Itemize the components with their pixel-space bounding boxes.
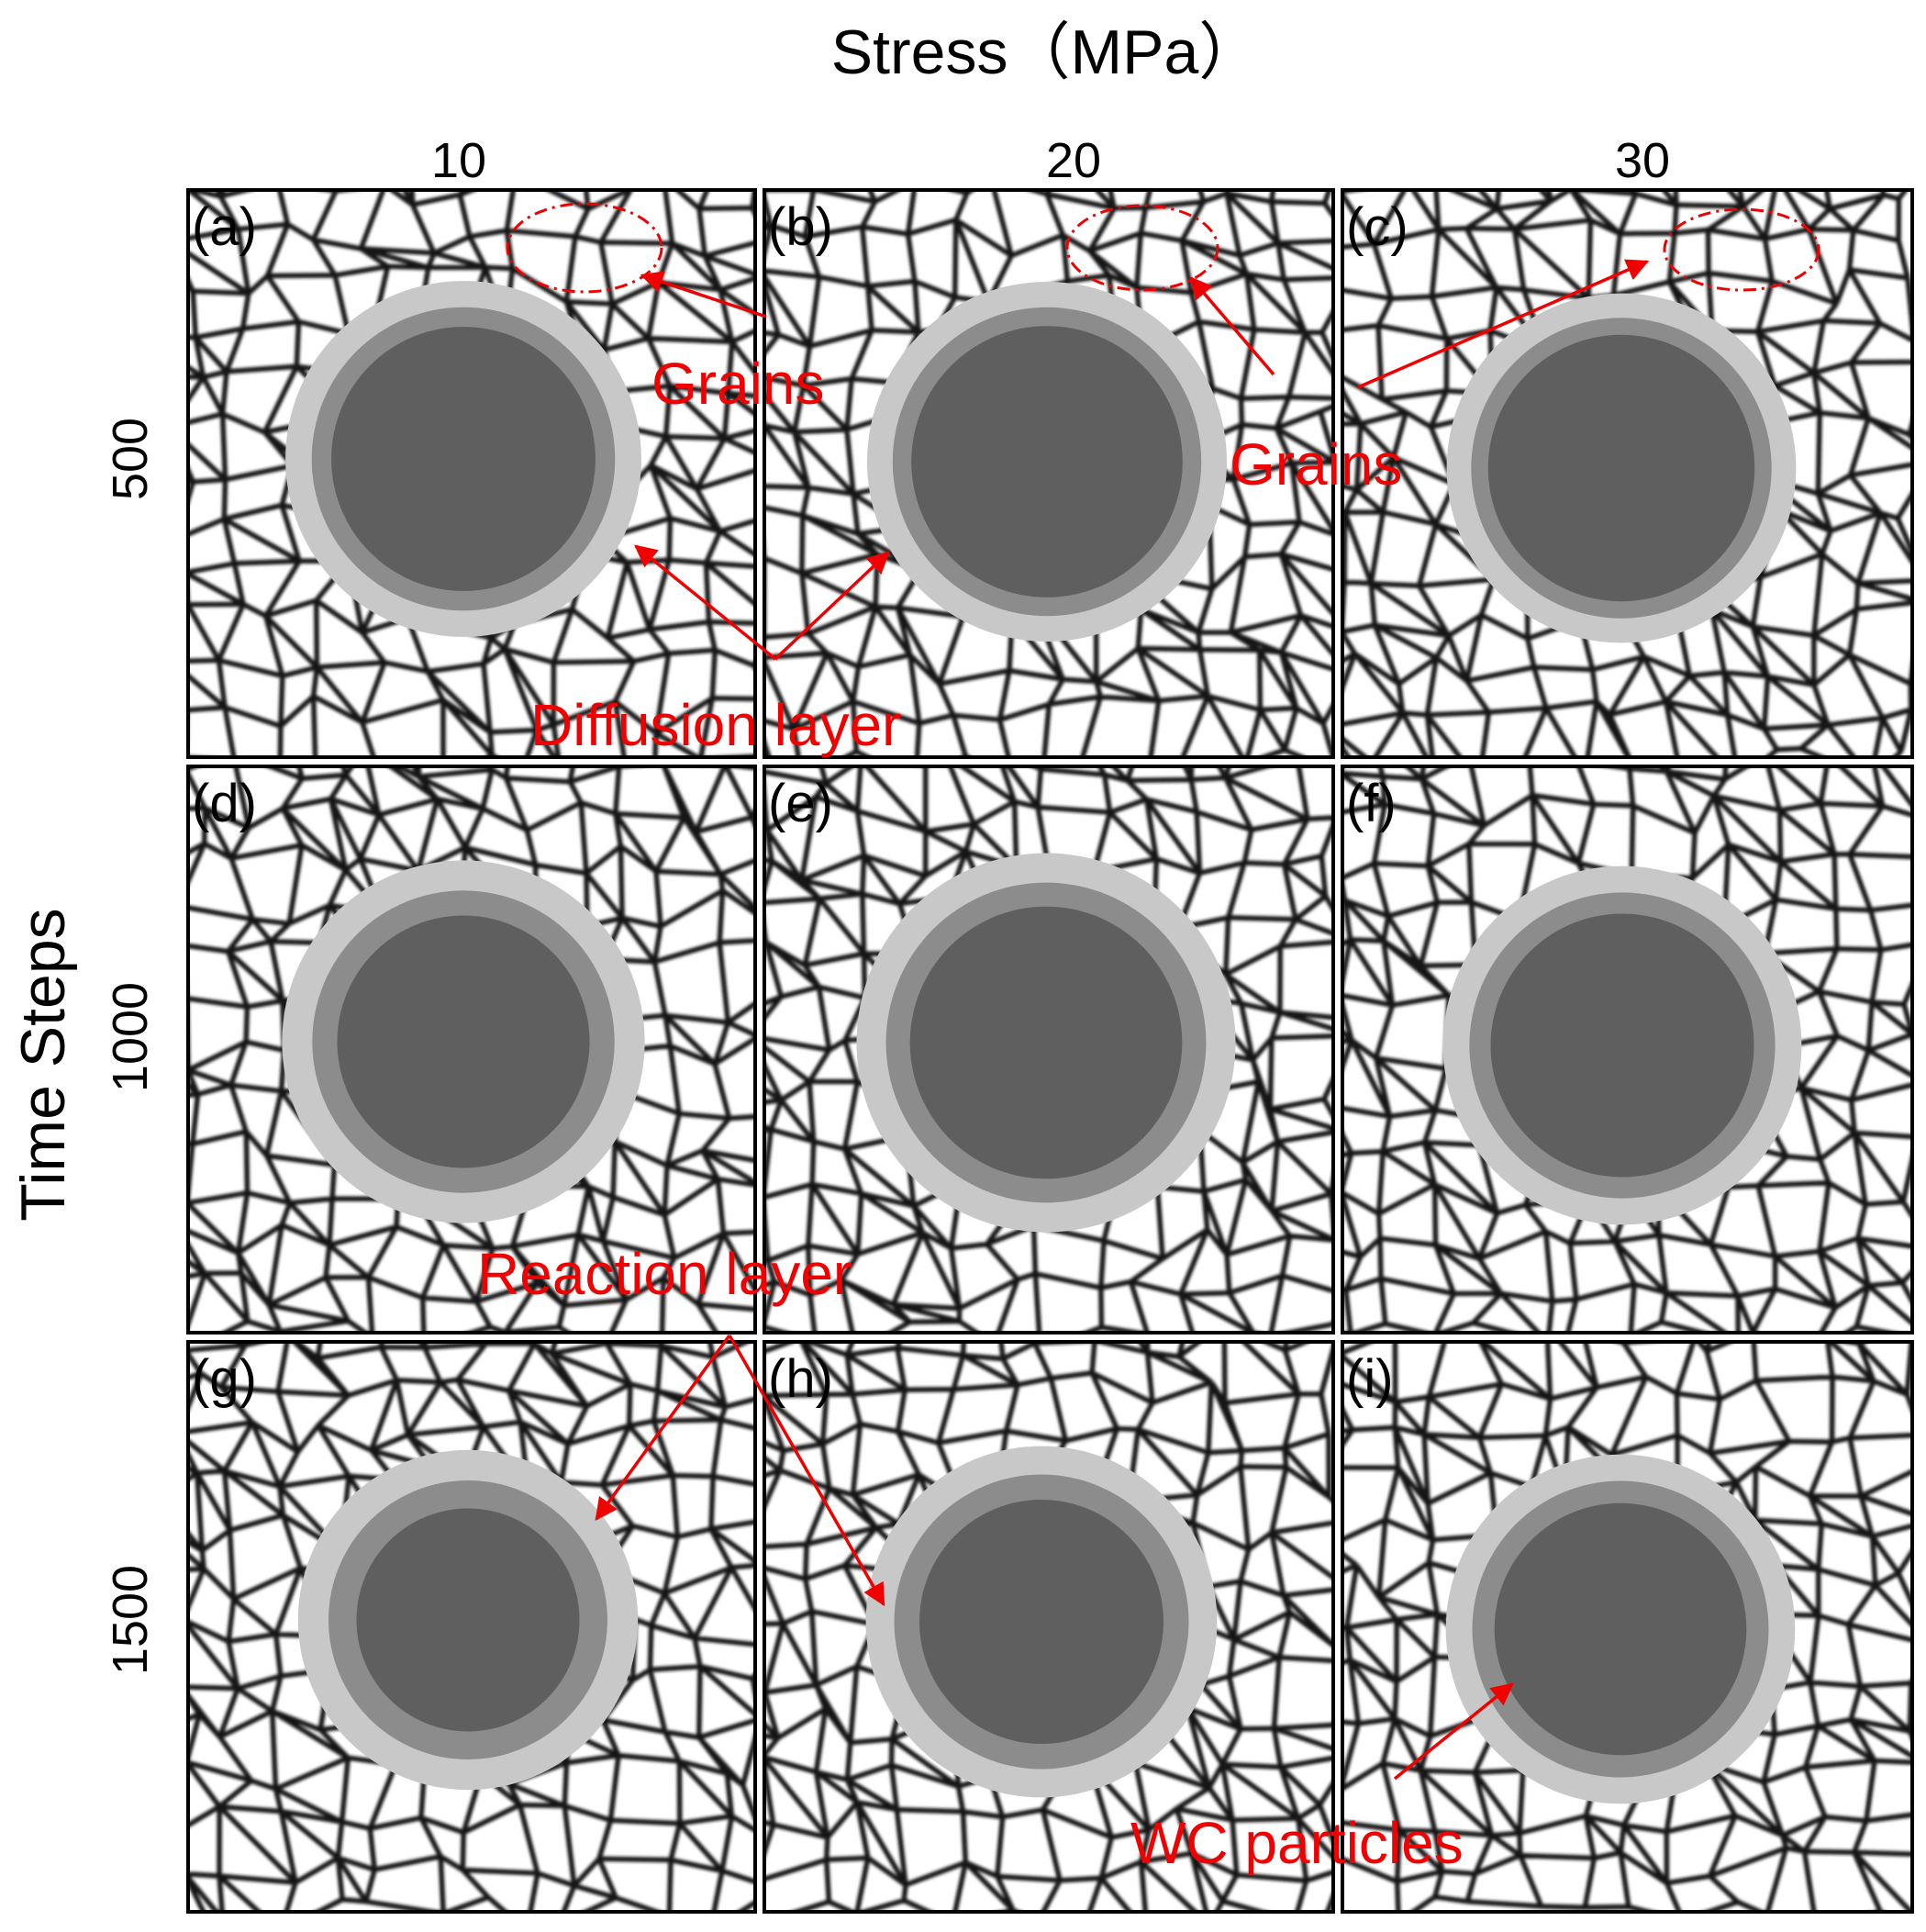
label-grains-2: Grains [1230, 431, 1403, 497]
panel-label: (i) [1346, 1349, 1394, 1409]
panel-e: (e) [763, 765, 1335, 1335]
grains-ellipse-b [1065, 204, 1219, 292]
label-diffusion-layer: Diffusion layer [530, 692, 901, 758]
grains-ellipse-a [506, 202, 663, 294]
panel-label: (d) [192, 774, 257, 833]
panel-label: (b) [768, 197, 833, 257]
panel-label: (a) [192, 197, 257, 257]
panel-label: (g) [192, 1349, 257, 1409]
label-grains-1: Grains [651, 351, 825, 417]
panel-label: (c) [1346, 197, 1408, 257]
arrow-reaction-g [595, 1334, 731, 1521]
panel-frame [763, 188, 1335, 759]
arrow-diffusion-a [634, 544, 777, 661]
arrow-diffusion-b [774, 551, 890, 661]
arrow-grains-a [640, 271, 767, 318]
panel-b: (b) [763, 188, 1335, 759]
grains-ellipse-c [1663, 207, 1820, 292]
panel-grid: (a) (b) (c) (d) (e) (f) (g) (h) (i) [186, 188, 1914, 1914]
panel-label: (h) [768, 1349, 833, 1409]
wc-particle [337, 915, 590, 1168]
wc-particle [909, 906, 1183, 1179]
panel-label: (f) [1346, 774, 1397, 833]
panel-c: (c) [1341, 188, 1914, 759]
panel-a: (a) [186, 188, 757, 759]
panel-f: (f) [1341, 765, 1914, 1335]
wc-particle [911, 326, 1183, 597]
panel-frame [763, 765, 1335, 1335]
y-tick-1000: 1000 [103, 982, 158, 1092]
y-tick-1500: 1500 [103, 1565, 158, 1675]
annotation-layer: Grains Grains Diffusion layer Reaction l… [477, 202, 1820, 1876]
x-tick-20: 20 [1046, 133, 1101, 188]
wc-particle [1494, 1502, 1747, 1756]
arrow-grains-c [1357, 259, 1650, 389]
panel-i: (i) [1341, 1340, 1914, 1914]
arrow-grains-b [1189, 276, 1275, 376]
panel-frame [1341, 765, 1914, 1335]
panel-frame [1341, 188, 1914, 759]
panel-g: (g) [186, 1340, 757, 1914]
wc-particle [331, 327, 596, 591]
panel-frame [186, 1340, 757, 1914]
wc-particle [919, 1500, 1163, 1744]
panel-label: (e) [768, 774, 833, 833]
panel-frame [763, 1340, 1335, 1914]
wc-particle [356, 1508, 580, 1732]
label-wc-particles: WC particles [1130, 1810, 1464, 1876]
panel-frame [1341, 1340, 1914, 1914]
y-axis-title: Time Steps [8, 908, 78, 1221]
panel-d: (d) [186, 765, 757, 1335]
arrow-reaction-h [728, 1335, 885, 1607]
x-axis-title: Stress（MPa） [831, 17, 1262, 87]
arrow-wc-particles [1393, 1682, 1514, 1781]
wc-particle [1487, 334, 1755, 602]
label-reaction-layer: Reaction layer [477, 1241, 852, 1307]
panel-frame [186, 765, 757, 1335]
x-tick-10: 10 [431, 133, 486, 188]
y-tick-500: 500 [103, 418, 158, 500]
wc-particle [1490, 913, 1754, 1178]
panel-frame [186, 188, 757, 759]
panel-h: (h) [763, 1340, 1335, 1914]
x-tick-30: 30 [1615, 133, 1670, 188]
